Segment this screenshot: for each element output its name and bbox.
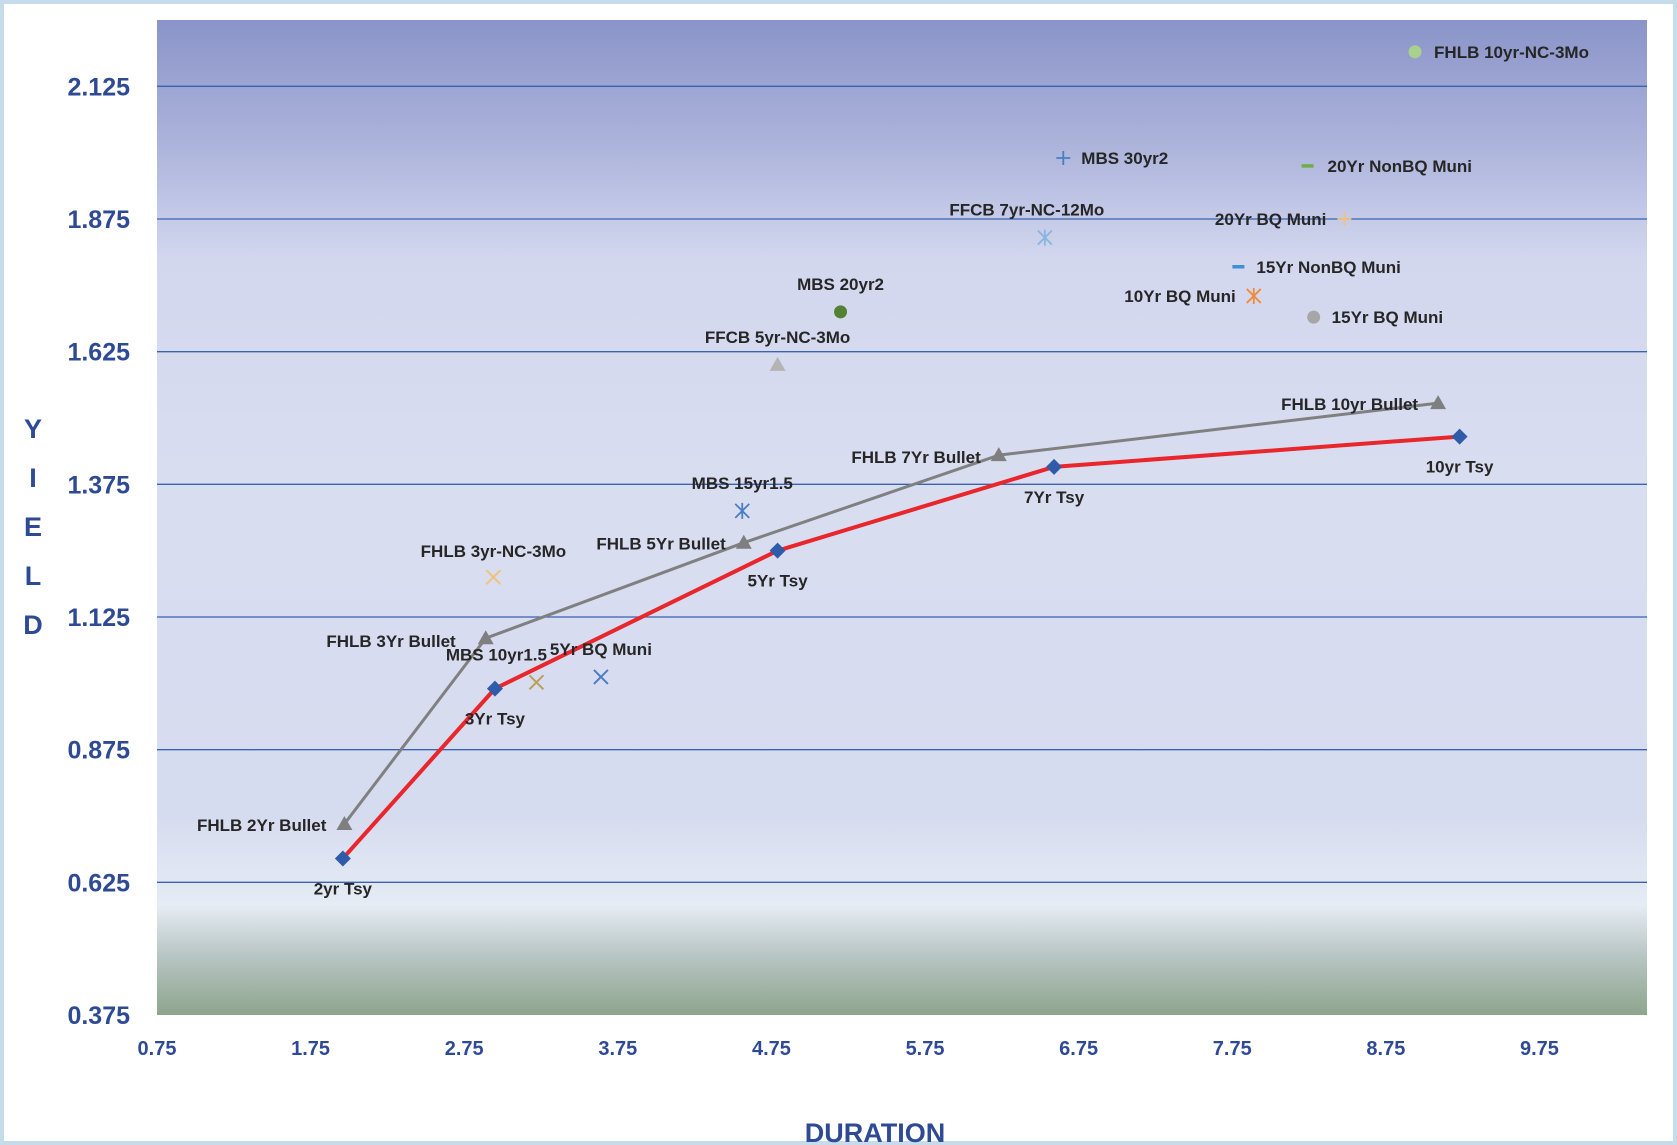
point-mbs-10yr1-5 — [528, 674, 545, 690]
y-axis-title-letter: D — [23, 610, 43, 640]
point-3yr-tsy — [486, 680, 503, 697]
label-fhlb-10yr-nc-3mo: FHLB 10yr-NC-3Mo — [1434, 43, 1589, 62]
label-ffcb-7yr-nc-12mo: FFCB 7yr-NC-12Mo — [949, 201, 1104, 220]
y-tick-label: 1.375 — [67, 471, 130, 499]
point-10yr-bq-muni — [1246, 287, 1262, 304]
y-tick-label: 1.875 — [67, 206, 130, 234]
point-fhlb-10yr-bullet — [1430, 395, 1447, 410]
x-tick-label: 8.75 — [1366, 1038, 1405, 1060]
point-fhlb-3yr-nc-3mo — [485, 569, 502, 585]
label-20yr-nonbq-muni: 20Yr NonBQ Muni — [1328, 157, 1473, 176]
label-3yr-tsy: 3Yr Tsy — [465, 710, 526, 729]
x-tick-label: 2.75 — [445, 1038, 484, 1060]
label-mbs-15yr1-5: MBS 15yr1.5 — [692, 474, 793, 493]
x-tick-label: 6.75 — [1059, 1038, 1098, 1060]
x-tick-label: 9.75 — [1520, 1038, 1559, 1060]
point-5yr-bq-muni — [593, 669, 609, 685]
data-marks — [334, 45, 1468, 867]
label-fhlb-3yr-nc-3mo: FHLB 3yr-NC-3Mo — [421, 542, 566, 561]
y-axis-title-letter: L — [25, 561, 42, 591]
label-15yr-nonbq-muni: 15Yr NonBQ Muni — [1256, 258, 1401, 277]
x-tick-label: 0.75 — [138, 1038, 177, 1060]
x-tick-label: 4.75 — [752, 1038, 791, 1060]
label-2yr-tsy: 2yr Tsy — [314, 879, 373, 898]
point-5yr-tsy — [769, 542, 786, 559]
label-mbs-20yr2: MBS 20yr2 — [797, 275, 884, 294]
x-tick-label: 7.75 — [1213, 1038, 1252, 1060]
x-axis-title: DURATION — [805, 1118, 945, 1145]
y-axis-title-letter: Y — [24, 414, 42, 444]
label-20yr-bq-muni: 20Yr BQ Muni — [1215, 210, 1326, 229]
point-10yr-tsy — [1451, 428, 1468, 445]
point-labels: 2yr Tsy 3Yr Tsy 5Yr Tsy 7Yr Tsy 10yr Tsy FHLB… — [197, 43, 1589, 899]
y-axis-ticks: 0.375 0.625 0.875 1.125 1.375 1.625 1.875 2.125 — [67, 73, 130, 1030]
label-fhlb-3yr-bullet: FHLB 3Yr Bullet — [326, 632, 456, 651]
point-mbs-15yr1-5 — [734, 502, 750, 519]
point-2yr-tsy — [334, 850, 351, 867]
label-ffcb-5yr-nc-3mo: FFCB 5yr-NC-3Mo — [705, 328, 850, 347]
x-tick-label: 5.75 — [906, 1038, 945, 1060]
label-10yr-bq-muni: 10Yr BQ Muni — [1124, 287, 1235, 306]
label-5yr-tsy: 5Yr Tsy — [747, 572, 808, 591]
label-mbs-10yr1-5: MBS 10yr1.5 — [446, 645, 547, 664]
point-fhlb-5yr-bullet — [735, 534, 752, 549]
y-axis-title-letter: E — [24, 512, 42, 542]
point-15yr-bq-muni — [1307, 310, 1321, 324]
label-fhlb-10yr-bullet: FHLB 10yr Bullet — [1281, 395, 1418, 414]
label-7yr-tsy: 7Yr Tsy — [1024, 488, 1085, 507]
point-fhlb-3yr-bullet — [477, 630, 494, 645]
point-mbs-20yr2 — [834, 305, 848, 319]
y-tick-label: 1.125 — [67, 604, 130, 632]
point-ffcb-5yr-nc-3mo — [769, 356, 786, 371]
label-15yr-bq-muni: 15Yr BQ Muni — [1332, 308, 1443, 327]
label-10yr-tsy: 10yr Tsy — [1426, 458, 1494, 477]
point-20yr-bq-muni — [1337, 212, 1352, 226]
y-tick-label: 0.875 — [67, 737, 130, 765]
point-ffcb-7yr-nc-12mo — [1037, 229, 1053, 246]
point-fhlb-7yr-bullet — [990, 447, 1007, 462]
y-tick-label: 0.375 — [67, 1002, 130, 1030]
y-tick-label: 0.625 — [67, 869, 130, 897]
label-mbs-30yr2: MBS 30yr2 — [1081, 149, 1168, 168]
x-axis-ticks: 0.75 1.75 2.75 3.75 4.75 5.75 6.75 7.75 8.75 9.75 — [138, 1038, 1559, 1060]
x-tick-label: 3.75 — [598, 1038, 637, 1060]
y-tick-label: 2.125 — [67, 73, 130, 101]
plot-area — [157, 20, 1647, 1015]
point-7yr-tsy — [1046, 458, 1063, 475]
label-fhlb-5yr-bullet: FHLB 5Yr Bullet — [596, 535, 726, 554]
point-fhlb-10yr-nc-3mo — [1408, 45, 1422, 59]
y-axis-title-letter: I — [29, 463, 37, 493]
point-fhlb-2yr-bullet — [336, 815, 353, 830]
gridlines — [157, 85, 1647, 883]
x-tick-label: 1.75 — [291, 1038, 330, 1060]
label-fhlb-2yr-bullet: FHLB 2Yr Bullet — [197, 816, 327, 835]
label-5yr-bq-muni: 5Yr BQ Muni — [550, 640, 652, 659]
label-fhlb-7yr-bullet: FHLB 7Yr Bullet — [851, 448, 981, 467]
point-mbs-30yr2 — [1056, 150, 1071, 165]
y-tick-label: 1.625 — [67, 339, 130, 367]
